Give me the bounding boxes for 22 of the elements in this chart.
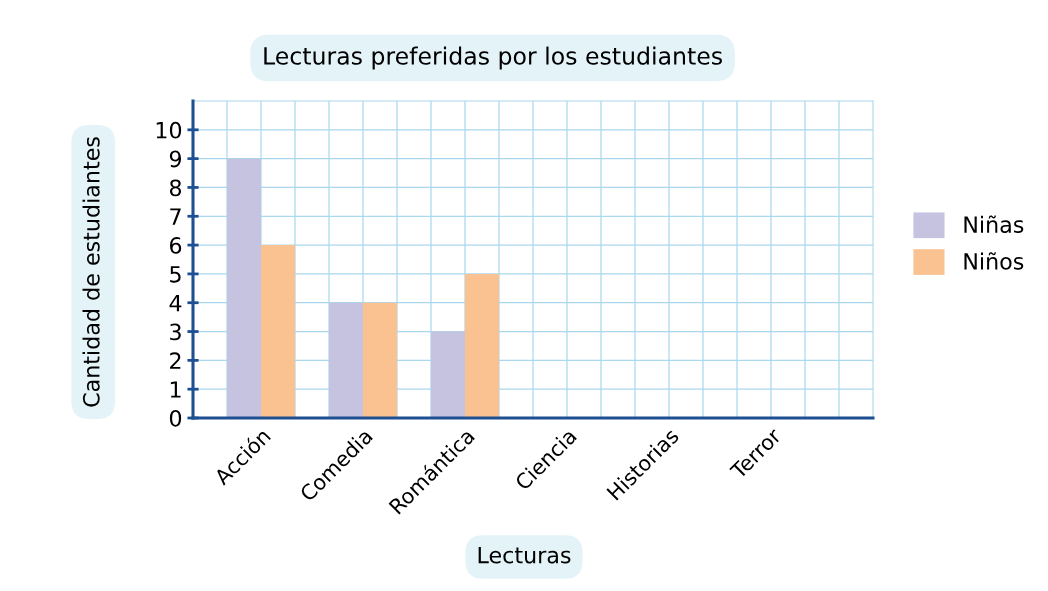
x-axis-title: Lecturas	[478, 546, 571, 564]
bar	[431, 331, 465, 418]
y-tick-label: 6	[170, 237, 182, 254]
legend-label: Niños	[964, 252, 1024, 270]
y-axis-title: Cantidad de estudiantes	[82, 137, 100, 407]
y-tick-label: 0	[169, 409, 182, 427]
bar	[465, 273, 499, 418]
y-tick-label: 9	[169, 150, 182, 168]
y-tick-label: 7	[170, 208, 181, 225]
y-tick-label: 2	[170, 352, 181, 369]
bar	[227, 158, 261, 418]
y-tick-label: 8	[169, 179, 182, 197]
bar	[363, 302, 397, 418]
y-tick-label: 4	[169, 294, 182, 312]
y-tick-label: 3	[170, 323, 181, 341]
chart-title: Lecturas preferidas por los estudiantes	[264, 46, 722, 70]
y-tick-label: 10	[156, 121, 182, 139]
y-tick-label: 1	[170, 381, 181, 398]
bar	[261, 245, 295, 418]
bar	[329, 302, 363, 418]
legend-label: Niñas	[964, 215, 1024, 233]
y-tick-label: 5	[170, 266, 181, 283]
